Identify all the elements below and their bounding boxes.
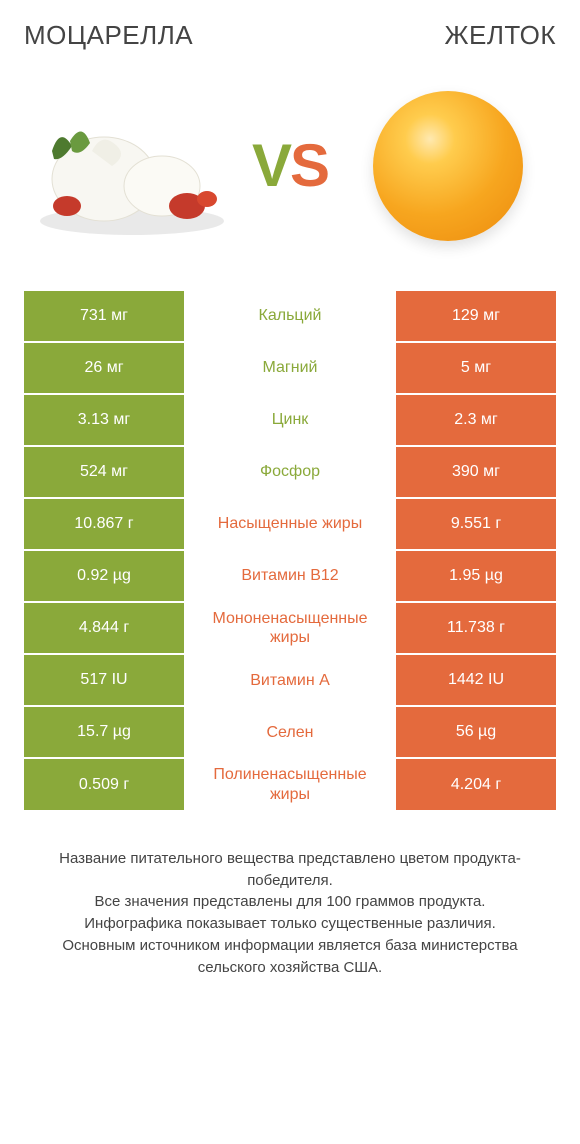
table-row: 524 мгФосфор390 мг bbox=[24, 447, 556, 499]
hero-row: VS bbox=[24, 81, 556, 251]
right-product-title: ЖЕЛТОК bbox=[445, 20, 557, 51]
nutrient-label-cell: Цинк bbox=[184, 395, 396, 445]
right-value-cell: 9.551 г bbox=[396, 499, 556, 549]
mozzarella-icon bbox=[32, 91, 232, 241]
footer-notes: Название питательного вещества представл… bbox=[24, 848, 556, 979]
vs-s: S bbox=[290, 132, 328, 199]
right-value-cell: 4.204 г bbox=[396, 759, 556, 809]
left-value-cell: 0.92 µg bbox=[24, 551, 184, 601]
nutrient-label-cell: Магний bbox=[184, 343, 396, 393]
nutrient-label-cell: Кальций bbox=[184, 291, 396, 341]
left-value-cell: 517 IU bbox=[24, 655, 184, 705]
right-product-image bbox=[348, 81, 548, 251]
vs-v: V bbox=[252, 132, 290, 199]
left-value-cell: 15.7 µg bbox=[24, 707, 184, 757]
footer-line: Инфографика показывает только существенн… bbox=[34, 913, 546, 935]
vs-label: VS bbox=[252, 136, 328, 196]
table-row: 3.13 мгЦинк2.3 мг bbox=[24, 395, 556, 447]
right-value-cell: 129 мг bbox=[396, 291, 556, 341]
footer-line: Название питательного вещества представл… bbox=[34, 848, 546, 892]
nutrient-label-cell: Витамин A bbox=[184, 655, 396, 705]
left-product-image bbox=[32, 81, 232, 251]
right-value-cell: 11.738 г bbox=[396, 603, 556, 653]
left-value-cell: 4.844 г bbox=[24, 603, 184, 653]
table-row: 731 мгКальций129 мг bbox=[24, 291, 556, 343]
table-row: 4.844 гМононенасыщенные жиры11.738 г bbox=[24, 603, 556, 655]
right-value-cell: 5 мг bbox=[396, 343, 556, 393]
left-product-title: МОЦАРЕЛЛА bbox=[24, 20, 193, 51]
comparison-titles: МОЦАРЕЛЛА ЖЕЛТОК bbox=[24, 20, 556, 51]
footer-line: Основным источником информации является … bbox=[34, 935, 546, 979]
left-value-cell: 0.509 г bbox=[24, 759, 184, 809]
nutrient-label-cell: Фосфор bbox=[184, 447, 396, 497]
right-value-cell: 56 µg bbox=[396, 707, 556, 757]
nutrient-label-cell: Витамин B12 bbox=[184, 551, 396, 601]
right-value-cell: 390 мг bbox=[396, 447, 556, 497]
nutrient-label-cell: Мононенасыщенные жиры bbox=[184, 603, 396, 653]
nutrient-label-cell: Селен bbox=[184, 707, 396, 757]
left-value-cell: 26 мг bbox=[24, 343, 184, 393]
table-row: 26 мгМагний5 мг bbox=[24, 343, 556, 395]
left-value-cell: 731 мг bbox=[24, 291, 184, 341]
left-value-cell: 10.867 г bbox=[24, 499, 184, 549]
left-value-cell: 524 мг bbox=[24, 447, 184, 497]
footer-line: Все значения представлены для 100 граммо… bbox=[34, 891, 546, 913]
right-value-cell: 1442 IU bbox=[396, 655, 556, 705]
comparison-table: 731 мгКальций129 мг26 мгМагний5 мг3.13 м… bbox=[24, 291, 556, 812]
table-row: 0.92 µgВитамин B121.95 µg bbox=[24, 551, 556, 603]
table-row: 0.509 гПолиненасыщенные жиры4.204 г bbox=[24, 759, 556, 811]
left-value-cell: 3.13 мг bbox=[24, 395, 184, 445]
table-row: 10.867 гНасыщенные жиры9.551 г bbox=[24, 499, 556, 551]
right-value-cell: 1.95 µg bbox=[396, 551, 556, 601]
table-row: 15.7 µgСелен56 µg bbox=[24, 707, 556, 759]
yolk-icon bbox=[373, 91, 523, 241]
table-row: 517 IUВитамин A1442 IU bbox=[24, 655, 556, 707]
right-value-cell: 2.3 мг bbox=[396, 395, 556, 445]
nutrient-label-cell: Полиненасыщенные жиры bbox=[184, 759, 396, 809]
nutrient-label-cell: Насыщенные жиры bbox=[184, 499, 396, 549]
